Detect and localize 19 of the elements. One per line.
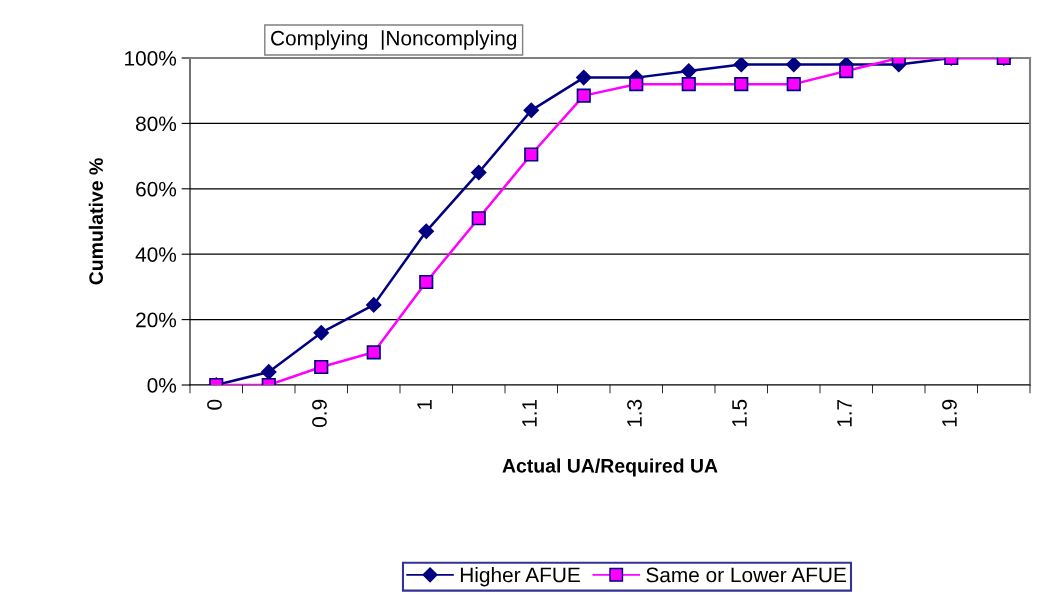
text: Complying |Noncomplying <box>271 30 517 50</box>
x-tick-label: 0.9 <box>312 399 327 428</box>
y-axis-title: Cumulative % <box>88 158 104 285</box>
x-tick-label: 1 <box>417 399 432 409</box>
x-tick-label: 1.1 <box>522 399 537 427</box>
legend-label: Same or Lower AFUE <box>646 567 846 583</box>
x-tick-label: 1.5 <box>732 399 747 427</box>
y-tick-label: 60% <box>136 181 177 197</box>
y-tick-label: 80% <box>136 116 177 132</box>
x-tick-label: 1.3 <box>627 399 642 427</box>
legend-label: Higher AFUE <box>460 567 580 587</box>
y-tick-label: 0% <box>147 378 177 393</box>
x-tick-label: 1.9 <box>942 399 957 427</box>
x-tick-label: 0 <box>207 399 222 410</box>
y-tick-label: 40% <box>135 247 177 262</box>
x-axis-title: Actual UA/Required UA <box>502 458 718 477</box>
y-tick-label: 20% <box>136 312 177 328</box>
x-tick-label: 1.7 <box>837 399 852 427</box>
y-tick-label: 100% <box>125 51 177 66</box>
